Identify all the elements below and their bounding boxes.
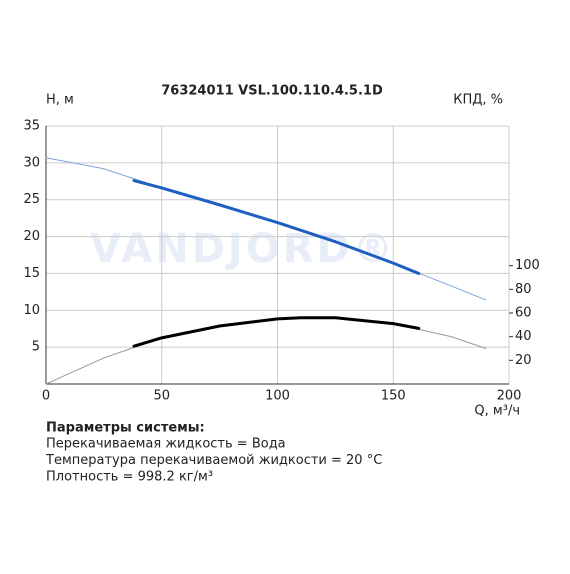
param-line: Перекачиваемая жидкость = Вода bbox=[46, 437, 286, 452]
y-tick-label: 15 bbox=[23, 266, 40, 281]
y-tick-label: 25 bbox=[23, 192, 40, 207]
y-tick-label: 35 bbox=[23, 119, 40, 134]
chart-title: 76324011 VSL.100.110.4.5.1D bbox=[161, 84, 383, 99]
y2-tick-label: 40 bbox=[515, 329, 532, 344]
param-line: Плотность = 998.2 кг/м³ bbox=[46, 470, 213, 485]
curve bbox=[132, 179, 421, 275]
x-tick-label: 100 bbox=[265, 389, 290, 404]
watermark: VANDJORD® bbox=[90, 226, 396, 272]
x-tick-label: 0 bbox=[42, 389, 50, 404]
y-axis-label: H, м bbox=[46, 93, 74, 108]
x-tick-label: 200 bbox=[497, 389, 522, 404]
x-axis-label: Q, м³/ч bbox=[474, 404, 520, 419]
y-tick-label: 20 bbox=[23, 229, 40, 244]
y-tick-label: 5 bbox=[32, 340, 40, 355]
y2-tick-label: 20 bbox=[515, 353, 532, 368]
curve bbox=[132, 316, 421, 348]
x-tick-label: 150 bbox=[381, 389, 406, 404]
y-tick-label: 30 bbox=[23, 155, 40, 170]
x-tick-label: 50 bbox=[153, 389, 170, 404]
params: Перекачиваемая жидкость = ВодаТемператур… bbox=[45, 437, 382, 485]
y2-tick-label: 80 bbox=[515, 282, 532, 297]
y-tick-label: 10 bbox=[23, 303, 40, 318]
y2-tick-label: 60 bbox=[515, 305, 532, 320]
params-title: Параметры системы: bbox=[46, 421, 205, 436]
y2-axis-label: КПД, % bbox=[453, 93, 503, 108]
y2-tick-label: 100 bbox=[515, 258, 540, 273]
param-line: Температура перекачиваемой жидкости = 20… bbox=[45, 453, 382, 468]
